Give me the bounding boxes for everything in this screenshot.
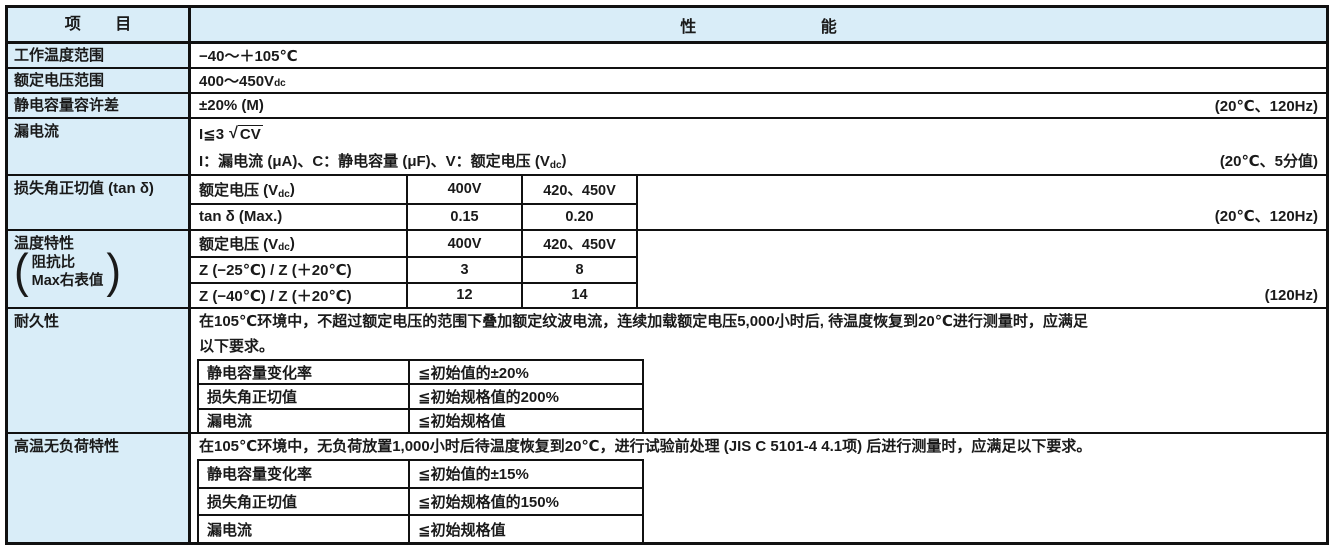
tan-delta-inner-table: 额定电压 (V dc) 400V 420、450V tan δ (Max.) 0.… — [191, 176, 638, 229]
criterion-item: 静电容量变化率 — [199, 359, 410, 384]
tan-delta-400-value: 0.15 — [408, 202, 523, 229]
header-item-cell: 项 目 — [8, 8, 191, 41]
header-performance-cell: 性 能 — [191, 8, 1326, 41]
shelf-life-criteria-table: 静电容量变化率 ≦初始值的±15% 损失角正切值 ≦初始规格值的150% 漏电流… — [197, 459, 646, 542]
perf-value-cell: ±20% (M) (20℃、120Hz) — [191, 94, 1326, 117]
perf-value-cell: 400〜450V dc — [191, 69, 1326, 92]
z40-400-value: 12 — [408, 281, 523, 307]
item-label: 静电容量容许差 — [8, 94, 191, 117]
row-capacitance-tolerance: 静电容量容许差 ±20% (M) (20℃、120Hz) — [8, 94, 1326, 119]
rated-voltage-text: 额定电压 (V — [199, 181, 279, 199]
rated-voltage-value: 400〜450V — [199, 73, 275, 90]
vdc-subscript: dc — [274, 78, 286, 89]
item-label: 漏电流 — [8, 119, 191, 174]
perf-value-cell: −40〜＋105℃ — [191, 44, 1326, 67]
criterion-item: 损失角正切值 — [199, 486, 410, 515]
bracket-line-1: 阻抗比 — [31, 254, 76, 271]
row-leakage-current: 漏电流 I≦3 √ CV I：漏电流 (μA)、C：静电容量 (μF)、V：额定电压… — [8, 119, 1326, 176]
impedance-ratio-minus40-label: Z (−40℃) / Z (＋20℃) — [191, 281, 408, 307]
row-rated-voltage-range: 额定电压范围 400〜450V dc — [8, 69, 1326, 94]
tan-delta-420-value: 0.20 — [523, 202, 638, 229]
temp-char-inner-table: 额定电压 (V dc) 400V 420、450V Z (−25℃) / Z (＋… — [191, 231, 638, 307]
item-label: 损失角正切值 (tan δ) — [8, 176, 191, 229]
tan-delta-content: 额定电压 (V dc) 400V 420、450V tan δ (Max.) 0.… — [191, 176, 1326, 229]
criterion-limit: ≦初始规格值 — [410, 514, 644, 542]
cell-420-450v: 420、450V — [523, 176, 638, 203]
rated-voltage-header-cell: 额定电压 (V dc) — [191, 231, 408, 257]
leakage-formula: I≦3 √ CV — [199, 120, 1318, 147]
criterion-limit: ≦初始规格值的150% — [410, 486, 644, 515]
rated-voltage-close: ) — [289, 180, 295, 198]
bracket-lines: 阻抗比 Max右表值 — [29, 254, 107, 290]
z40-420-value: 14 — [523, 281, 638, 307]
cell-400v: 400V — [408, 231, 523, 257]
endurance-content: 在105℃环境中，不超过额定电压的范围下叠加额定纹波电流，连续加载额定电压5,0… — [191, 309, 1326, 432]
rated-voltage-header-cell: 额定电压 (V dc) — [191, 176, 408, 203]
vdc-subscript: dc — [278, 242, 290, 254]
z25-400-value: 3 — [408, 256, 523, 282]
impedance-ratio-minus25-label: Z (−25℃) / Z (＋20℃) — [191, 256, 408, 282]
z25-420-value: 8 — [523, 256, 638, 282]
endurance-description-line2: 以下要求。 — [199, 338, 275, 355]
item-label: 高温无负荷特性 — [8, 434, 191, 542]
criterion-limit: ≦初始值的±15% — [410, 459, 644, 487]
close-paren: ) — [106, 245, 122, 298]
criterion-item: 漏电流 — [199, 514, 410, 542]
row-temperature-characteristics: 温度特性 ( 阻抗比 Max右表值 ) 额定电压 (V dc) 400V 420 — [8, 231, 1326, 309]
criterion-limit: ≦初始规格值的200% — [410, 383, 644, 408]
table-header-row: 项 目 性 能 — [8, 8, 1326, 44]
criterion-limit: ≦初始值的±20% — [410, 359, 644, 384]
row-operating-temp-range: 工作温度范围 −40〜＋105℃ — [8, 44, 1326, 69]
legend-close: ) — [561, 152, 567, 169]
operating-temp-value: −40〜＋105℃ — [199, 48, 298, 65]
criterion-item: 损失角正切值 — [199, 383, 410, 408]
criterion-item: 漏电流 — [199, 407, 410, 432]
endurance-description-line1: 在105℃环境中，不超过额定电压的范围下叠加额定纹波电流，连续加载额定电压5,0… — [199, 313, 1088, 330]
cell-400v: 400V — [408, 176, 523, 203]
radicand: CV — [237, 124, 263, 143]
cell-420-450v: 420、450V — [523, 231, 638, 257]
radical-sign: √ — [229, 124, 238, 142]
temp-char-bracket: ( 阻抗比 Max右表值 ) — [14, 245, 184, 298]
row-endurance: 耐久性 在105℃环境中，不超过额定电压的范围下叠加额定纹波电流，连续加载额定电… — [8, 309, 1326, 434]
criterion-limit: ≦初始规格值 — [410, 407, 644, 432]
shelf-life-content: 在105℃环境中，无负荷放置1,000小时后待温度恢复到20℃，进行试验前处理 … — [191, 434, 1326, 542]
tan-delta-max-label: tan δ (Max.) — [191, 202, 408, 229]
bracket-line-2: Max右表值 — [31, 272, 104, 289]
vdc-subscript: dc — [549, 160, 562, 171]
temp-char-content: 额定电压 (V dc) 400V 420、450V Z (−25℃) / Z (＋… — [191, 231, 1326, 307]
rated-voltage-close: ) — [289, 235, 295, 253]
measurement-condition-note: (20℃、5分值) — [1219, 153, 1318, 170]
spec-table: 项 目 性 能 工作温度范围 −40〜＋105℃ 额定电压范围 400〜450V… — [5, 5, 1329, 545]
item-label: 工作温度范围 — [8, 44, 191, 67]
vdc-subscript: dc — [278, 188, 290, 200]
open-paren: ( — [14, 245, 29, 298]
item-label: 耐久性 — [8, 309, 191, 432]
temp-char-title: 温度特性 — [14, 235, 75, 252]
measurement-condition-note: (20℃、120Hz) — [1214, 208, 1318, 225]
capacitance-tolerance-value: ±20% (M) — [199, 97, 264, 114]
rated-voltage-text: 额定电压 (V — [199, 236, 279, 254]
shelf-life-description: 在105℃环境中，无负荷放置1,000小时后待温度恢复到20℃，进行试验前处理 … — [199, 438, 1092, 455]
measurement-condition-note: (120Hz) — [1264, 287, 1318, 304]
row-high-temp-no-load: 高温无负荷特性 在105℃环境中，无负荷放置1,000小时后待温度恢复到20℃，… — [8, 434, 1326, 542]
measurement-condition-note: (20℃、120Hz) — [1214, 98, 1318, 115]
criterion-item: 静电容量变化率 — [199, 459, 410, 487]
item-label: 额定电压范围 — [8, 69, 191, 92]
leakage-content: I≦3 √ CV I：漏电流 (μA)、C：静电容量 (μF)、V：额定电压 (V d… — [191, 119, 1326, 174]
endurance-criteria-table: 静电容量变化率 ≦初始值的±20% 损失角正切值 ≦初始规格值的200% 漏电流… — [197, 359, 646, 432]
leakage-legend: I：漏电流 (μA)、C：静电容量 (μF)、V：额定电压 (V dc) — [199, 147, 1318, 174]
row-tan-delta: 损失角正切值 (tan δ) 额定电压 (V dc) 400V 420、450V … — [8, 176, 1326, 231]
item-label-temp-char: 温度特性 ( 阻抗比 Max右表值 ) — [8, 231, 191, 307]
formula-prefix: I≦3 — [199, 125, 225, 143]
legend-text: I：漏电流 (μA)、C：静电容量 (μF)、V：额定电压 (V — [199, 153, 550, 170]
